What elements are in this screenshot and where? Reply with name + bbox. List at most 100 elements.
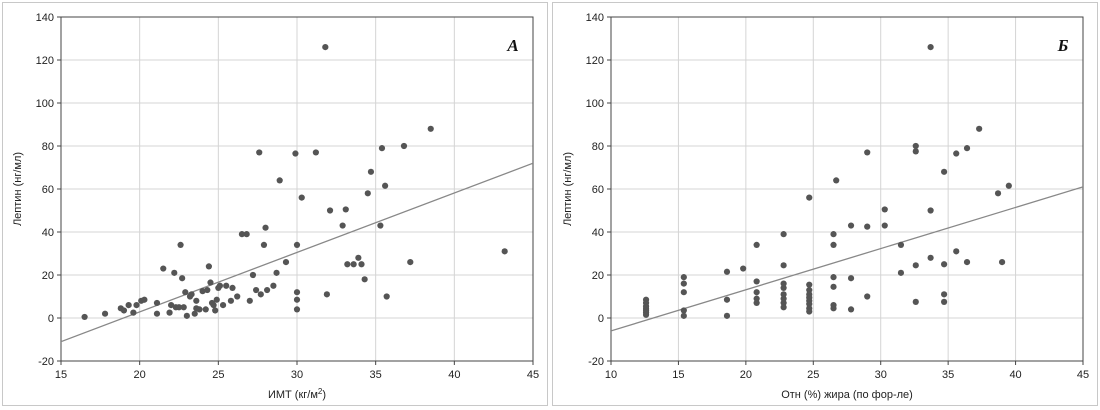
x-tick-label: 45 (527, 369, 539, 381)
data-point (427, 125, 434, 132)
x-tick-label: 20 (740, 369, 752, 381)
data-point (998, 259, 1006, 266)
y-tick-label: 60 (42, 184, 54, 196)
data-point (830, 305, 837, 312)
data-point (847, 275, 855, 282)
data-point (680, 307, 687, 314)
data-point (912, 262, 919, 269)
data-point (183, 312, 190, 319)
data-point (120, 307, 128, 314)
data-point (407, 259, 414, 266)
data-point (780, 284, 787, 291)
data-point (501, 248, 508, 255)
data-point (897, 269, 905, 276)
data-point (282, 259, 290, 266)
data-point (249, 271, 257, 279)
data-point (864, 223, 871, 230)
data-point (806, 194, 813, 201)
data-point (377, 222, 384, 229)
data-point (953, 248, 960, 255)
grid (60, 16, 534, 362)
y-tick-label: 140 (586, 12, 604, 24)
data-point (312, 149, 319, 156)
data-point (168, 302, 175, 309)
data-point (383, 293, 390, 300)
data-point (740, 265, 747, 272)
data-point (262, 224, 269, 231)
data-point (199, 288, 206, 295)
data-point (753, 278, 760, 285)
data-point (912, 148, 919, 155)
data-point (847, 306, 855, 313)
chart-panel-a: 15 20 25 30 35 40 45 -20 0 20 40 60 80 100 120 140 ИМТ (… (2, 2, 548, 406)
data-point (976, 125, 983, 132)
data-point (780, 280, 787, 287)
data-point (806, 300, 813, 308)
data-point (219, 302, 227, 309)
data-point (806, 308, 813, 315)
data-point (212, 307, 219, 314)
data-point (912, 142, 919, 150)
data-point (191, 310, 198, 317)
data-point (753, 289, 760, 296)
data-point (680, 280, 687, 287)
data-point (227, 297, 235, 304)
chart-panel-b: 10 15 20 25 30 35 40 45 -20 0 20 40 60 80 100 120 140 Отн… (552, 2, 1098, 406)
data-point (927, 254, 934, 261)
y-tick-label: -20 (38, 356, 54, 368)
x-tick-label: 15 (672, 369, 684, 381)
y-tick-label: 80 (592, 141, 604, 153)
data-point (204, 286, 211, 294)
y-tick-label: 0 (598, 313, 604, 325)
data-point (223, 282, 230, 289)
data-point (153, 299, 161, 307)
x-tick-label: 25 (212, 369, 224, 381)
panel-letter: Б (1057, 36, 1069, 55)
data-point (753, 299, 760, 307)
y-tick-label: 0 (48, 313, 54, 325)
data-point (897, 241, 905, 248)
x-tick-label: 35 (942, 369, 954, 381)
data-point (830, 231, 837, 238)
data-point (367, 168, 375, 175)
data-point (171, 269, 178, 276)
data-point (680, 312, 687, 319)
data-point (400, 142, 408, 150)
data-point (780, 231, 787, 238)
x-axis-label: Отн (%) жира (по фор-ле) (781, 389, 913, 401)
x-axis-label: ИМТ (кг/м2) (268, 387, 326, 402)
data-points (81, 44, 508, 321)
data-point (864, 149, 871, 156)
y-tick-label: 80 (42, 141, 54, 153)
data-point (179, 275, 186, 282)
data-point (293, 241, 301, 248)
data-point (193, 297, 200, 304)
data-point (180, 304, 187, 311)
data-point (130, 309, 137, 316)
data-point (229, 284, 236, 291)
data-point (680, 289, 687, 296)
y-tick-label: 100 (36, 98, 54, 110)
data-point (940, 168, 948, 175)
data-point (175, 304, 183, 311)
y-tick-label: 120 (36, 55, 54, 67)
x-tick-label: 20 (134, 369, 146, 381)
data-point (780, 262, 787, 269)
data-point (293, 306, 301, 313)
y-tick-label: 100 (586, 98, 604, 110)
data-point (364, 190, 371, 197)
data-point (125, 302, 132, 309)
data-point (833, 177, 840, 184)
data-point (246, 297, 253, 304)
data-point (188, 291, 195, 298)
scatter-chart-a: 15 20 25 30 35 40 45 -20 0 20 40 60 80 100 120 140 ИМТ (… (12, 12, 539, 402)
data-point (177, 241, 184, 248)
data-point (806, 286, 813, 294)
data-point (642, 311, 650, 318)
data-point (133, 302, 140, 309)
data-point (963, 259, 971, 266)
y-tick-label: -20 (588, 356, 604, 368)
data-point (753, 295, 760, 302)
data-point (680, 274, 687, 281)
data-point (339, 222, 346, 229)
